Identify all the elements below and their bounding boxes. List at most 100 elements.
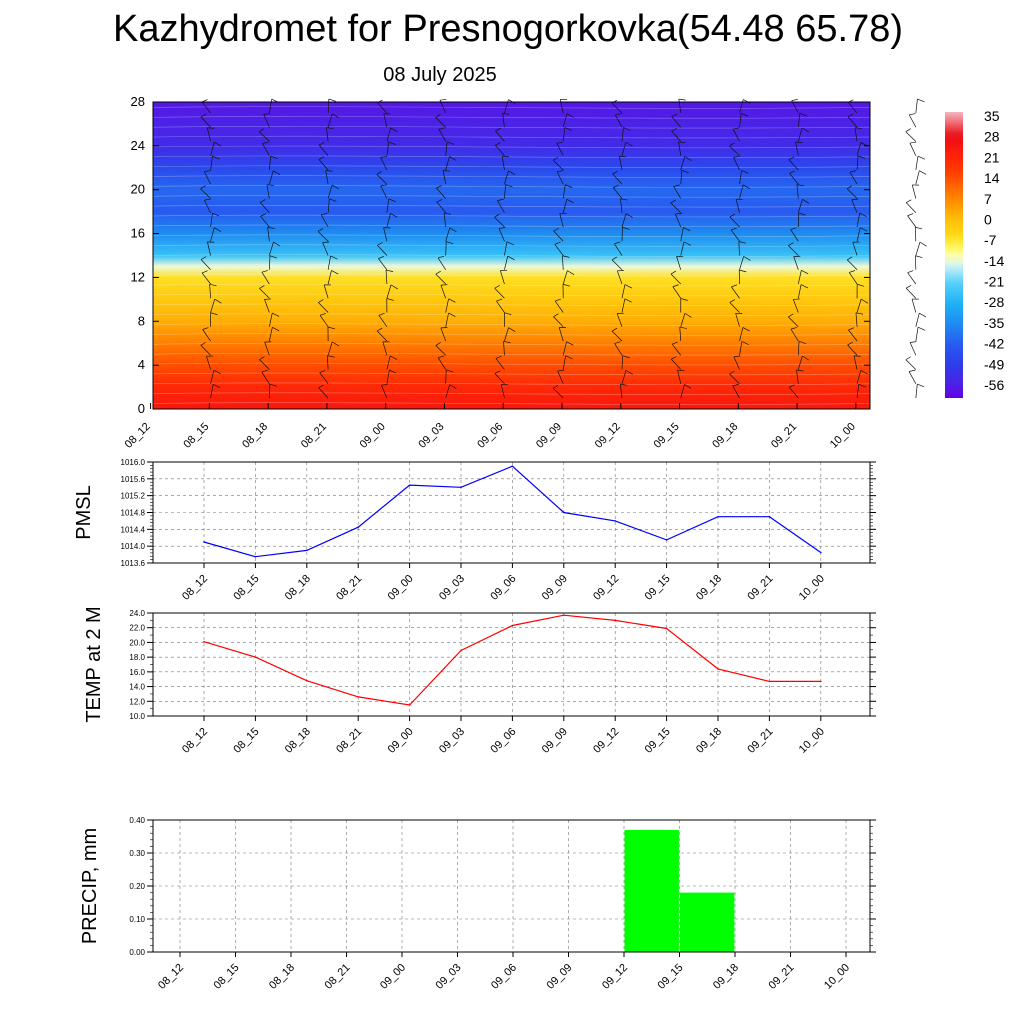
wind-barb-flag	[213, 369, 221, 375]
y-axis-title: PRECIP, mm	[79, 828, 101, 944]
wind-barb-flag	[739, 269, 747, 273]
wind-barb-flag	[801, 127, 809, 133]
wind-barb	[327, 270, 332, 285]
wind-barb	[386, 369, 390, 384]
wind-barb-flag	[909, 369, 916, 372]
wind-barb-flag	[675, 213, 682, 215]
contour-line	[152, 283, 871, 287]
wind-barb	[499, 270, 505, 285]
wind-barb	[911, 298, 917, 313]
wind-barb	[856, 213, 861, 228]
wind-barb-flag	[380, 184, 388, 187]
wind-barb-flag	[259, 199, 266, 203]
wind-barb	[322, 242, 329, 256]
wind-barb	[621, 127, 624, 142]
wind-barb	[386, 355, 391, 370]
wind-barb	[559, 213, 564, 228]
wind-barb-flag	[742, 184, 751, 190]
wind-barb	[729, 373, 740, 385]
wind-barb-flag	[623, 127, 631, 131]
wind-barb	[671, 116, 682, 128]
wind-barb	[326, 127, 329, 142]
wind-barb	[269, 156, 272, 171]
wind-barb	[503, 341, 505, 356]
wind-barb-flag	[200, 256, 207, 260]
panel-frame	[152, 461, 871, 564]
wind-barb-flag	[789, 384, 795, 388]
wind-barb	[915, 313, 920, 327]
contour-line	[152, 185, 871, 188]
wind-barb	[620, 198, 623, 213]
data-point	[357, 526, 360, 529]
wind-barb	[266, 184, 270, 199]
x-tick-label: 09_15	[643, 573, 673, 603]
wind-barb-flag	[378, 256, 385, 259]
y-tick-label: 28	[131, 94, 145, 109]
x-tick-label: 10_00	[797, 573, 827, 603]
wind-barb-flag	[624, 298, 632, 303]
wind-barb	[445, 298, 449, 313]
wind-barb	[671, 130, 682, 142]
wind-barb-flag	[857, 283, 865, 287]
wind-barb	[909, 342, 917, 356]
wind-barb	[318, 144, 329, 156]
data-point	[203, 640, 205, 643]
contour-line	[152, 116, 871, 119]
colorbar-label: 0	[984, 211, 992, 227]
pmsl-panel: 1013.6 1014.0 1014.4 1014.8 1015.2 1015.6 1016…	[73, 458, 876, 603]
y-tick-label: 0.00	[129, 948, 145, 957]
wind-barb-flag	[562, 255, 570, 258]
x-tick-label: 09_09	[534, 421, 564, 451]
wind-barb-flag	[566, 341, 574, 346]
wind-barb-flag	[906, 199, 912, 203]
wind-barb	[264, 341, 270, 356]
y-tick-label: 0.20	[129, 882, 145, 891]
wind-barb	[856, 142, 862, 156]
y-tick-label: 1014.0	[121, 542, 146, 551]
wind-barb	[440, 284, 447, 299]
data-point	[768, 515, 771, 518]
wind-barb	[616, 270, 623, 285]
contour-line	[152, 303, 871, 307]
x-tick-label: 09_18	[711, 962, 741, 992]
data-point	[306, 679, 308, 682]
wind-barb	[739, 170, 742, 185]
wind-barb-flag	[269, 383, 277, 387]
wind-barb	[618, 156, 623, 171]
wind-barb-flag	[567, 270, 575, 275]
data-point	[511, 465, 514, 468]
wind-barb	[856, 370, 862, 384]
wind-barb	[495, 358, 505, 370]
wind-barb-flag	[620, 383, 628, 386]
wind-barb-flag	[919, 170, 927, 175]
x-tick-label: 09_00	[386, 726, 416, 756]
wind-barb-flag	[502, 112, 510, 115]
wind-barb	[735, 199, 740, 213]
wind-barb-flag	[681, 169, 689, 174]
wind-barb	[259, 288, 270, 299]
x-tick-label: 09_06	[488, 573, 518, 603]
wind-barb	[269, 255, 271, 270]
wind-barb	[790, 328, 799, 342]
precip-bar	[624, 829, 679, 952]
wind-barb	[797, 341, 800, 356]
wind-barb	[621, 284, 626, 299]
x-tick-label: 09_09	[540, 726, 570, 756]
x-tick-label: 08_18	[283, 573, 313, 603]
wind-barb-flag	[678, 141, 686, 144]
y-tick-label: 1016.0	[121, 458, 146, 467]
wind-barb	[562, 184, 566, 199]
x-tick-label: 09_03	[434, 962, 464, 992]
wind-barb-flag	[319, 370, 326, 373]
wind-barb-flag	[729, 299, 736, 303]
wind-barb-flag	[329, 198, 337, 202]
wind-barb	[851, 199, 858, 213]
wind-barb	[323, 284, 329, 299]
wind-barb	[797, 356, 803, 370]
wind-barb-flag	[200, 342, 206, 346]
wind-barb-flag	[741, 112, 749, 117]
wind-barb-flag	[802, 355, 810, 361]
wind-barb	[611, 259, 623, 271]
wind-barb-flag	[212, 383, 221, 388]
